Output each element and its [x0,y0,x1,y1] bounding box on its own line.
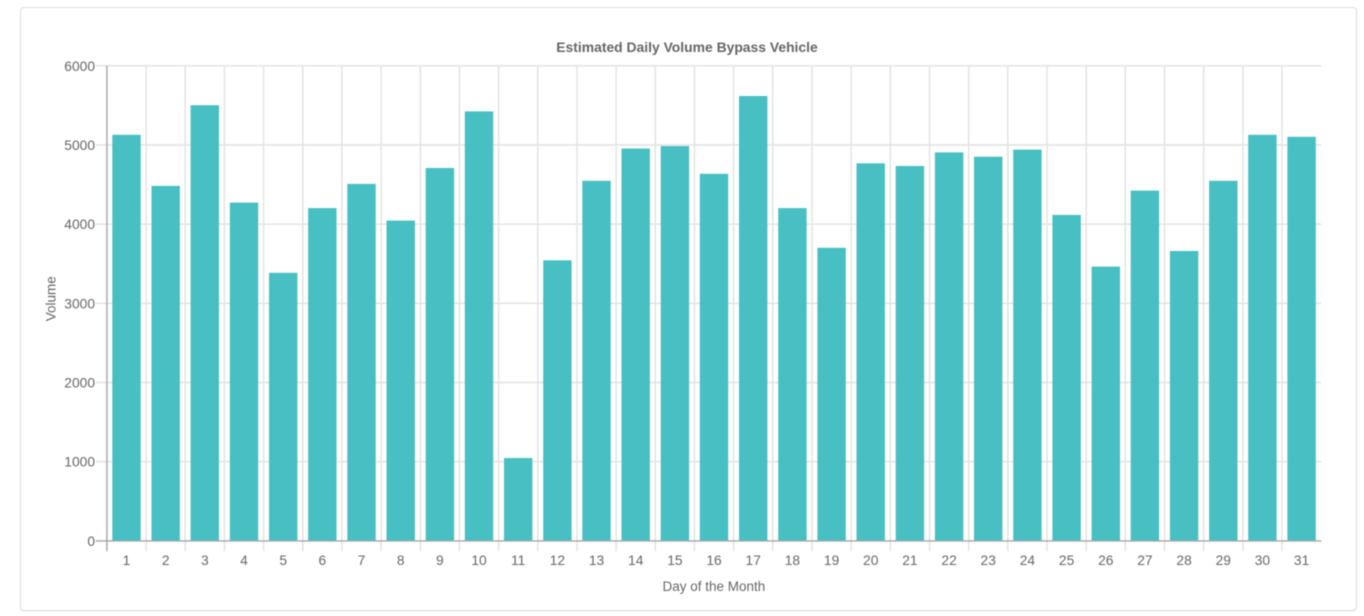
svg-text:3: 3 [201,553,209,568]
svg-text:3000: 3000 [64,296,95,311]
svg-text:29: 29 [1216,553,1232,568]
svg-text:4: 4 [240,553,248,568]
svg-text:17: 17 [746,553,761,568]
svg-text:5000: 5000 [64,138,95,153]
svg-text:2: 2 [162,553,170,568]
svg-text:31: 31 [1294,553,1309,568]
svg-text:8: 8 [397,553,405,568]
svg-text:27: 27 [1137,553,1152,568]
svg-text:20: 20 [863,553,879,568]
svg-text:5: 5 [279,553,287,568]
svg-text:14: 14 [628,553,644,568]
svg-text:25: 25 [1059,553,1075,568]
svg-text:6000: 6000 [64,59,95,74]
svg-text:15: 15 [667,553,683,568]
svg-text:12: 12 [550,553,565,568]
svg-text:Day of the Month: Day of the Month [662,579,765,594]
svg-text:9: 9 [436,553,444,568]
svg-text:6: 6 [318,553,326,568]
svg-text:7: 7 [358,553,366,568]
svg-text:Estimated Daily Volume Bypass: Estimated Daily Volume Bypass Vehicle [556,39,818,55]
svg-text:26: 26 [1098,553,1114,568]
svg-text:Volume: Volume [44,276,59,321]
svg-text:30: 30 [1255,553,1271,568]
svg-text:22: 22 [941,553,956,568]
svg-text:10: 10 [471,553,487,568]
svg-text:19: 19 [824,553,840,568]
svg-text:0: 0 [87,534,95,549]
svg-text:18: 18 [785,553,801,568]
svg-text:11: 11 [511,553,525,568]
svg-text:2000: 2000 [64,376,95,391]
svg-text:28: 28 [1176,553,1192,568]
svg-text:24: 24 [1020,553,1036,568]
svg-text:21: 21 [902,553,917,568]
svg-text:16: 16 [706,553,722,568]
svg-text:1: 1 [123,553,131,568]
svg-text:1000: 1000 [64,455,95,470]
svg-text:13: 13 [589,553,605,568]
svg-text:4000: 4000 [64,217,95,232]
svg-text:23: 23 [981,553,997,568]
